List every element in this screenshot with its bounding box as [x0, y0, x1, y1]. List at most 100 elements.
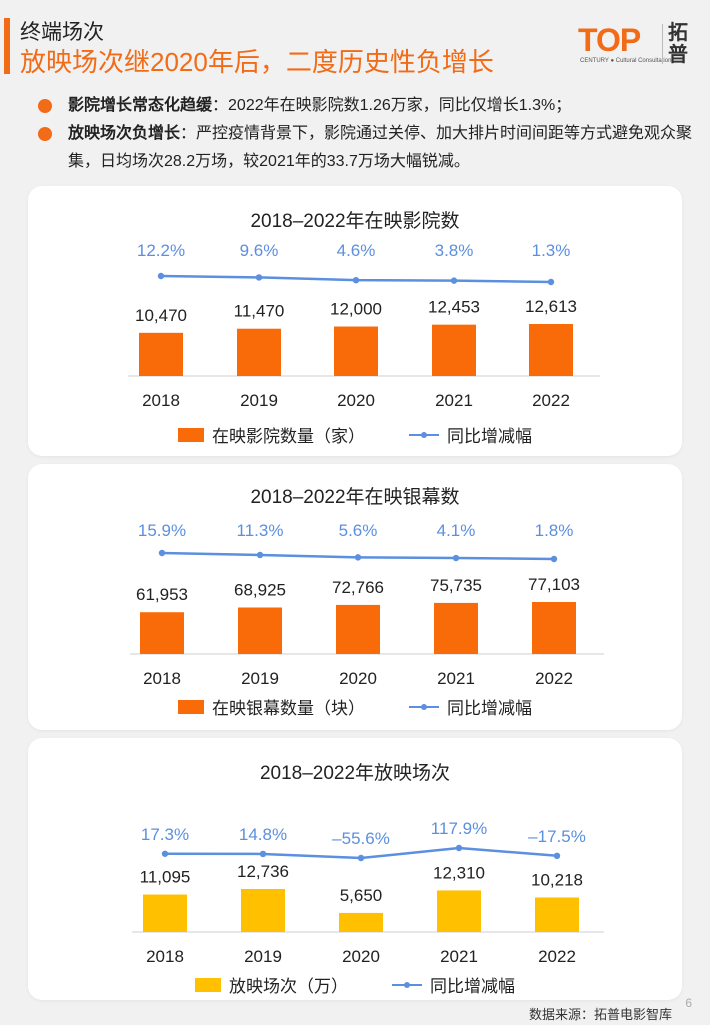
yoy-value-label: 15.9% [138, 521, 186, 540]
legend-label: 在映影院数量（家） [212, 427, 365, 446]
legend-line-swatch [409, 428, 439, 442]
yoy-point [450, 277, 458, 284]
bar [237, 328, 281, 376]
bar [241, 889, 285, 932]
legend-label: 同比增减幅 [430, 977, 515, 996]
yoy-value-label: 11.3% [237, 521, 284, 540]
bullet-dot-icon [38, 99, 52, 113]
yoy-point [354, 554, 362, 561]
bar [432, 324, 476, 376]
bar-value-label: 11,470 [234, 302, 285, 321]
legend-line-swatch [392, 978, 422, 992]
legend-bar-swatch [178, 699, 204, 714]
yoy-point [255, 274, 263, 281]
chart-title: 2018–2022年在映银幕数 [250, 487, 460, 508]
legend-bar-swatch [178, 427, 204, 442]
legend-label: 同比增减幅 [447, 699, 532, 718]
bar [334, 326, 378, 376]
legend-item-line: 同比增减幅 [409, 694, 532, 719]
legend-item-bars: 在映银幕数量（块） [178, 694, 365, 719]
legend-label: 在映银幕数量（块） [212, 699, 365, 718]
data-source: 数据来源：拓普电影智库 [528, 1007, 672, 1022]
legend-label: 放映场次（万） [229, 977, 348, 996]
bar-value-label: 75,735 [430, 576, 482, 595]
yoy-point [547, 278, 555, 286]
logo-wordmark: TOP [578, 22, 641, 58]
logo-divider [662, 24, 663, 64]
yoy-value-label: –55.6% [332, 829, 390, 848]
yoy-point [158, 549, 166, 557]
bar [339, 912, 383, 932]
yoy-point [550, 555, 558, 563]
screenings-chart: 11,095 2018 12,736 2019 5,650 2020 12,310 2021 1… [132, 819, 604, 966]
bar [139, 332, 183, 376]
x-tick-label: 2021 [437, 669, 475, 688]
chart-legend: 在映影院数量（家） 同比增减幅 [28, 422, 682, 447]
x-tick-label: 2019 [241, 669, 279, 688]
bar-value-label: 68,925 [234, 581, 286, 600]
x-tick-label: 2018 [143, 669, 181, 688]
yoy-value-label: 4.1% [437, 521, 476, 540]
bar-value-label: 5,650 [340, 886, 383, 905]
summary-bullets: 影院增长常态化趋缓：2022年在映影院数1.26万家，同比仅增长1.3%； 放映… [38, 92, 698, 176]
bullet-text: ：2022年在映影院数1.26万家，同比仅增长1.3%； [212, 97, 572, 114]
x-tick-label: 2021 [435, 391, 473, 410]
yoy-value-label: 1.3% [532, 241, 571, 260]
legend-bar-swatch [195, 977, 221, 992]
legend-item-line: 同比增减幅 [409, 422, 532, 447]
legend-line-swatch [409, 700, 439, 714]
bar [532, 602, 576, 654]
x-tick-label: 2020 [342, 947, 380, 966]
yoy-point [352, 276, 360, 284]
chart-card-cinemas: 2018–2022年在映影院数 10,470 2018 11,470 2019 12,0… [28, 186, 682, 456]
bar [529, 324, 573, 376]
yoy-value-label: 5.6% [339, 521, 378, 540]
bar-value-label: 61,953 [136, 585, 188, 604]
bullet-item: 影院增长常态化趋缓：2022年在映影院数1.26万家，同比仅增长1.3%； [38, 92, 698, 120]
bar [434, 602, 478, 654]
yoy-value-label: 117.9% [431, 819, 487, 838]
screens-chart: 61,953 2018 68,925 2019 72,766 2020 75,735 2021… [130, 521, 604, 688]
bar-value-label: 12,736 [237, 862, 289, 881]
yoy-point [256, 551, 264, 559]
yoy-point [357, 854, 365, 862]
bar-value-label: 10,470 [135, 306, 187, 325]
yoy-value-label: 9.6% [240, 241, 279, 260]
bar-value-label: 72,766 [332, 578, 384, 597]
yoy-point [259, 850, 267, 858]
yoy-value-label: 14.8% [239, 825, 287, 844]
yoy-point [161, 850, 169, 857]
logo-chinese-name: 拓普 [668, 22, 688, 66]
x-tick-label: 2020 [339, 669, 377, 688]
chart-card-screenings: 2018–2022年放映场次 11,095 2018 12,736 2019 5,650… [28, 738, 682, 1000]
yoy-value-label: 1.8% [535, 521, 574, 540]
x-tick-label: 2022 [532, 391, 570, 410]
yoy-value-label: 17.3% [141, 825, 189, 844]
page-headline: 放映场次继2020年后，二度历史性负增长 [20, 47, 494, 77]
chart-legend: 放映场次（万） 同比增减幅 [28, 972, 682, 997]
x-tick-label: 2018 [146, 947, 184, 966]
logo-tagline: CENTURY ● Cultural Consultation [580, 58, 672, 64]
bar-value-label: 12,310 [433, 863, 485, 882]
yoy-point [157, 272, 165, 280]
chart-legend: 在映银幕数量（块） 同比增减幅 [28, 694, 682, 719]
legend-item-bars: 放映场次（万） [195, 972, 348, 997]
bar-value-label: 11,095 [140, 868, 191, 887]
x-tick-label: 2019 [244, 947, 282, 966]
x-tick-label: 2020 [337, 391, 375, 410]
legend-label: 同比增减幅 [447, 427, 532, 446]
page-number: 6 [685, 996, 692, 1010]
x-tick-label: 2018 [142, 391, 180, 410]
x-tick-label: 2019 [240, 391, 278, 410]
x-tick-label: 2021 [440, 947, 478, 966]
bullet-item: 放映场次负增长：严控疫情背景下，影院通过关停、加大排片时间间距等方式避免观众聚集… [38, 120, 698, 176]
bullet-heading: 影院增长常态化趋缓 [68, 97, 213, 114]
bar [535, 897, 579, 932]
bar-value-label: 10,218 [531, 871, 583, 890]
brand-logo: TOP CENTURY ● Cultural Consultation 拓普 [578, 22, 698, 70]
chart-card-screens: 2018–2022年在映银幕数 61,953 2018 68,925 2019 72,7… [28, 464, 682, 730]
bullet-dot-icon [38, 127, 52, 141]
yoy-value-label: 12.2% [137, 241, 185, 260]
yoy-value-label: –17.5% [528, 827, 586, 846]
bar-value-label: 12,000 [330, 300, 382, 319]
